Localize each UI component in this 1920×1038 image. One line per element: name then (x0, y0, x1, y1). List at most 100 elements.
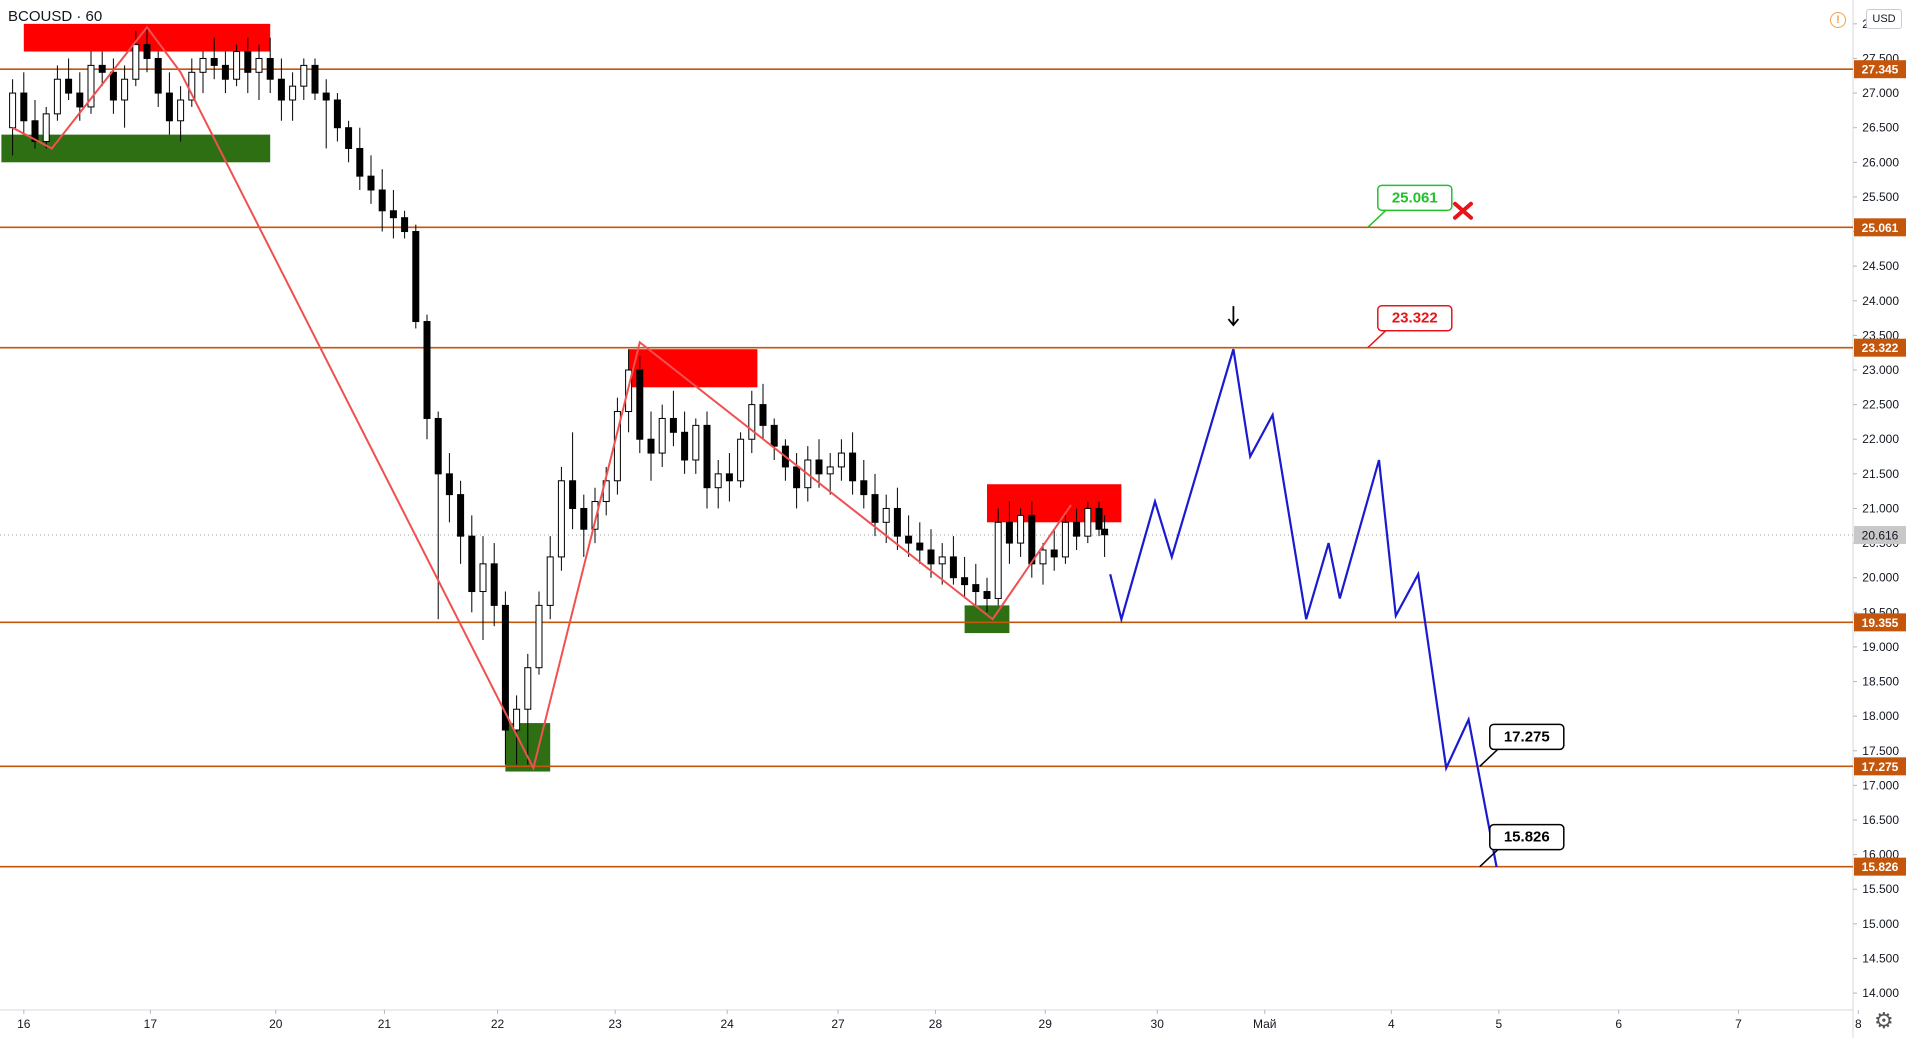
candle-body (42, 113, 50, 143)
candle-body (860, 480, 868, 496)
candle-body (65, 78, 73, 94)
candle-body (98, 64, 106, 73)
candle-body (412, 231, 420, 323)
demand-zone (1, 134, 271, 163)
candle-body (759, 404, 767, 426)
x-tick-label: 28 (929, 1017, 943, 1031)
candle-body (1005, 521, 1013, 544)
candle-body (983, 591, 991, 599)
symbol-name: BCOUSD (8, 8, 73, 25)
candle-body (468, 535, 476, 593)
level-price-tag (1854, 60, 1906, 79)
candle-body (546, 556, 554, 606)
candle-body (535, 604, 543, 669)
x-tick-label: 21 (378, 1017, 392, 1031)
title-separator: · (76, 8, 86, 25)
x-tick-label: 7 (1735, 1017, 1742, 1031)
y-tick-label: 27.000 (1862, 86, 1899, 100)
candle-body (1050, 549, 1058, 558)
candle-body (333, 99, 341, 129)
x-tick-label: 22 (491, 1017, 505, 1031)
y-tick-label: 15.500 (1862, 882, 1899, 896)
level-price-tag (1854, 757, 1906, 776)
y-tick-label: 17.000 (1862, 778, 1899, 792)
x-tick-label: 20 (269, 1017, 283, 1031)
symbol-interval: 60 (85, 8, 103, 25)
candle-body (356, 147, 364, 177)
x-tick-label: 30 (1151, 1017, 1165, 1031)
candle-body (714, 473, 722, 489)
candle-body (311, 64, 319, 94)
candle-body (31, 120, 39, 143)
y-tick-label: 19.000 (1862, 640, 1899, 654)
supply-zone (628, 349, 758, 388)
callout-label: 17.275 (1504, 728, 1550, 745)
callout-label: 23.322 (1392, 310, 1438, 327)
candle-body (255, 57, 263, 73)
level-price-tag (1854, 218, 1906, 237)
y-tick-label: 15.000 (1862, 917, 1899, 931)
candle-body (961, 577, 969, 586)
y-tick-label: 24.000 (1862, 294, 1899, 308)
candle-body (692, 424, 700, 461)
candle-body (143, 44, 151, 59)
candle-body (177, 99, 185, 122)
candle-body (1039, 549, 1047, 565)
candle-body (647, 438, 655, 454)
callout-pointer (1367, 209, 1387, 228)
candle-body (1073, 521, 1081, 537)
candle-body (994, 521, 1002, 599)
callout-box (1377, 304, 1453, 332)
y-tick-label: 20.000 (1862, 571, 1899, 585)
candle-body (322, 92, 330, 101)
candle-body (882, 507, 890, 523)
candle-body (837, 452, 845, 468)
arrow-down-icon (1227, 306, 1240, 327)
candle-body (423, 321, 431, 419)
candle-body (927, 549, 935, 565)
y-tick-label: 21.000 (1862, 501, 1899, 515)
candle-body (457, 494, 465, 537)
x-tick-label: 6 (1615, 1017, 1622, 1031)
level-price-tag (1854, 338, 1906, 357)
candle-body (501, 604, 509, 731)
y-tick-label: 16.500 (1862, 813, 1899, 827)
x-tick-label: 27 (831, 1017, 845, 1031)
candle-body (266, 57, 274, 80)
candle-body (557, 480, 565, 558)
candle-body (345, 127, 353, 149)
callout-label: 15.826 (1504, 829, 1550, 846)
y-tick-label: 26.000 (1862, 155, 1899, 169)
last-price-label: 20.616 (1862, 529, 1899, 543)
y-tick-label: 24.500 (1862, 259, 1899, 273)
candle-body (591, 501, 599, 530)
candle-body (389, 210, 397, 219)
candle-body (233, 51, 241, 80)
candle-body (154, 57, 162, 94)
candle-body (165, 92, 173, 122)
candle-body (300, 64, 308, 87)
candle-body (244, 51, 252, 73)
alert-circle-icon[interactable]: ! (1830, 12, 1846, 28)
candle-body (401, 217, 409, 233)
candle-body (737, 438, 745, 482)
candle-body (1017, 514, 1025, 544)
candle-body (367, 175, 375, 191)
level-price-label: 23.322 (1862, 341, 1899, 355)
candle-body (658, 417, 666, 454)
currency-button[interactable]: USD (1866, 9, 1902, 29)
candle-body (53, 78, 61, 115)
candle-body (9, 92, 17, 129)
x-tick-label: 5 (1495, 1017, 1502, 1031)
gear-icon[interactable]: ⚙ (1874, 1008, 1894, 1033)
x-tick-label: 17 (144, 1017, 158, 1031)
candle-body (770, 424, 778, 447)
y-tick-label: 18.500 (1862, 675, 1899, 689)
candle-body (826, 466, 834, 475)
x-tick-label: 29 (1039, 1017, 1053, 1031)
x-tick-label: 4 (1388, 1017, 1395, 1031)
candle-body (109, 71, 117, 101)
level-price-label: 27.345 (1862, 63, 1899, 77)
